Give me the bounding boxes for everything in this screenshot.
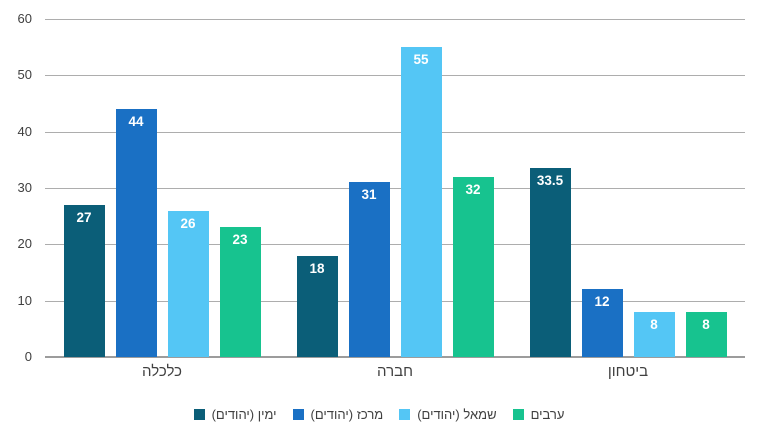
gridline [45,188,745,189]
y-tick-label: 50 [17,67,32,83]
bar: 33.5 [529,168,571,357]
bar: 23 [219,227,261,357]
x-axis-labels: כלכלה חברה ביטחון [45,363,745,380]
legend-label: מרכז (יהודים) [310,407,384,422]
bar-value-label: 31 [361,187,377,203]
bar-value-label: 8 [702,316,710,332]
x-category-label: ביטחון [607,363,649,380]
bar-value-label: 27 [76,209,92,225]
legend: ימין (יהודים) מרכז (יהודים) שמאל (יהודים) ע… [0,407,758,422]
bar: 32 [452,176,494,357]
legend-entry: מרכז (יהודים) [292,407,384,422]
legend-swatch-icon [193,409,205,420]
bar-value-label: 44 [128,114,144,130]
legend-swatch-icon [399,409,411,420]
bar: 31 [348,182,390,357]
x-category-label: חברה [377,363,413,380]
x-category-label: כלכלה [142,363,182,380]
bar-group: 18 31 55 32 [296,19,494,357]
bar-group: 27 44 26 23 [63,19,261,357]
legend-swatch-icon [512,409,524,420]
gridline [45,131,745,133]
y-tick-label: 60 [17,11,32,26]
gridline [45,19,745,20]
bar: 18 [296,255,338,357]
bar-value-label: 32 [465,181,481,197]
bar: 44 [115,109,157,357]
gridline [45,244,745,246]
bar: 27 [63,204,105,357]
y-tick-label: 10 [17,292,32,308]
bar: 26 [167,210,209,357]
gridline [45,300,745,302]
bar: 8 [633,311,675,357]
y-tick-label: 30 [17,180,32,195]
legend-label: ימין (יהודים) [211,407,277,422]
legend-entry: ערבים [512,407,565,422]
bar: 8 [685,311,727,357]
gridline [45,75,745,77]
y-axis-labels: 0 10 20 30 40 50 60 [0,11,32,364]
bar-value-label: 26 [180,215,196,231]
bar-value-label: 23 [232,232,248,248]
bar: 12 [581,289,623,357]
bar-value-label: 33.5 [536,173,564,189]
bar-group: 33.5 12 8 8 [529,19,727,357]
y-tick-label: 40 [17,123,32,139]
legend-entry: ימין (יהודים) [193,407,277,422]
legend-label: שמאל (יהודים) [417,407,497,422]
legend-swatch-icon [292,409,304,420]
bar-value-label: 12 [594,294,610,310]
bar-value-label: 55 [413,52,429,68]
bar: 55 [400,47,442,357]
y-tick-label: 0 [24,349,32,364]
bar-value-label: 8 [650,316,658,332]
x-axis-line [45,356,745,358]
plot-area: 27 44 26 23 18 31 55 32 33.5 12 8 8 [45,19,745,358]
bar-value-label: 18 [309,260,325,276]
bars-layer: 27 44 26 23 18 31 55 32 33.5 12 8 8 [45,19,745,357]
legend-entry: שמאל (יהודים) [399,407,497,422]
y-tick-label: 20 [17,236,32,252]
legend-label: ערבים [530,407,565,422]
